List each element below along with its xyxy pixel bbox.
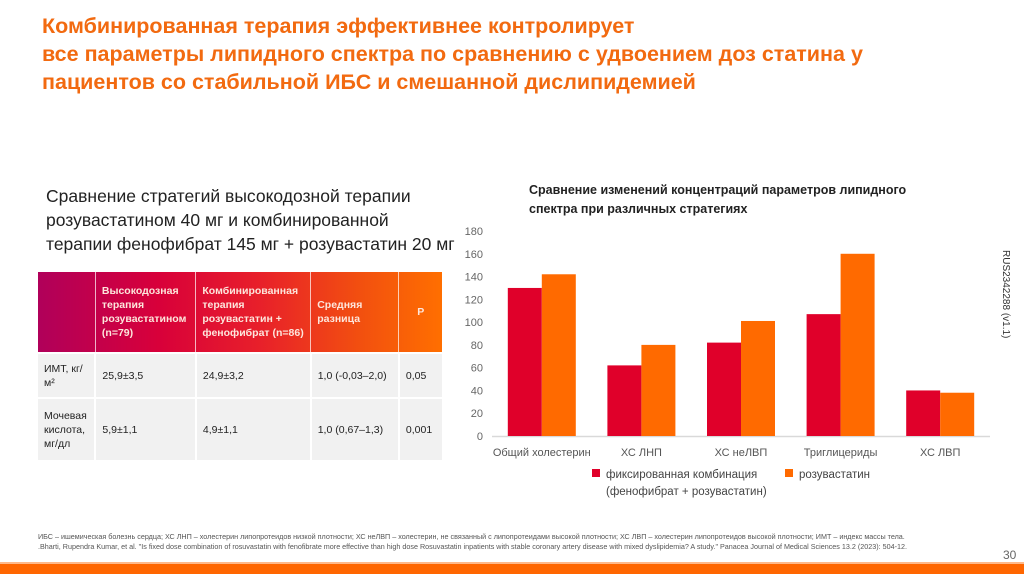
y-tick-label: 80 xyxy=(471,340,483,352)
y-tick-label: 100 xyxy=(465,317,483,329)
y-tick-label: 140 xyxy=(465,272,483,284)
table-cell: 1,0 (-0,03–2,0) xyxy=(309,352,399,398)
table-header-row: Высокодозная терапия розувастатином (n=7… xyxy=(38,272,442,353)
bar-rosuvastatin xyxy=(541,274,576,436)
table-header-p: P xyxy=(398,272,442,353)
y-tick-label: 160 xyxy=(465,249,483,261)
footnote-line: ИБС – ишемическая болезнь сердца; ХС ЛНП… xyxy=(38,532,905,541)
table-cell: 5,9±1,1 xyxy=(94,397,196,460)
y-tick-label: 40 xyxy=(471,385,483,397)
footnote-line: .Bharti, Rupendra Kumar, et al. "Is fixe… xyxy=(38,542,908,551)
table-header-high-dose: Высокодозная терапия розувастатином (n=7… xyxy=(94,272,196,353)
bar-combination xyxy=(607,365,642,436)
footnote: ИБС – ишемическая болезнь сердца; ХС ЛНП… xyxy=(38,532,907,552)
bar-combination xyxy=(906,390,941,436)
y-tick-label: 20 xyxy=(471,408,483,420)
table-row: ИМТ, кг/м² 25,9±3,5 24,9±3,2 1,0 (-0,03–… xyxy=(38,352,442,398)
table-row: Мочевая кислота, мг/дл 5,9±1,1 4,9±1,1 1… xyxy=(38,397,442,460)
footer-divider xyxy=(0,562,1024,564)
footer-bar xyxy=(0,564,1024,574)
slide-title-line: Комбинированная терапия эффективнее конт… xyxy=(42,14,635,38)
subtitle-line: Сравнение стратегий высокодозной терапии xyxy=(46,186,411,206)
legend-item-combination: фиксированная комбинация (фенофибрат + р… xyxy=(592,467,767,501)
comparison-table: Высокодозная терапия розувастатином (n=7… xyxy=(38,272,442,460)
document-code: RUS2342288 (v1.1) xyxy=(1000,250,1011,339)
x-tick-label: ХС неЛВП xyxy=(715,447,768,459)
table-cell: 1,0 (0,67–1,3) xyxy=(309,397,399,460)
bar-rosuvastatin xyxy=(741,320,775,436)
bar-rosuvastatin xyxy=(641,344,676,436)
table-cell-p: 0,05 xyxy=(397,352,442,398)
legend-label: фиксированная комбинация xyxy=(606,469,758,481)
table-cell: 25,9±3,5 xyxy=(94,352,196,398)
y-tick-label: 0 xyxy=(477,431,483,443)
x-tick-label: ХС ЛНП xyxy=(621,447,662,459)
bar-rosuvastatin xyxy=(840,253,875,436)
table-cell-p: 0,001 xyxy=(397,397,442,460)
table-subtitle: Сравнение стратегий высокодозной терапии… xyxy=(46,184,466,256)
x-tick-label: Триглицериды xyxy=(804,447,878,459)
y-tick-label: 60 xyxy=(471,363,483,375)
chart-title: Сравнение изменений концентраций парамет… xyxy=(529,183,907,216)
legend-swatch-rosuvastatin xyxy=(785,469,793,477)
table-cell-param: Мочевая кислота, мг/дл xyxy=(38,397,96,460)
x-tick-label: ХС ЛВП xyxy=(920,447,961,459)
bar-rosuvastatin xyxy=(940,392,975,436)
slide-title-line: пациентов со стабильной ИБС и смешанной … xyxy=(42,70,696,94)
legend-label: розувастатин xyxy=(799,469,871,481)
legend-item-rosuvastatin: розувастатин xyxy=(785,467,870,484)
table-cell: 4,9±1,1 xyxy=(194,397,311,460)
table-cell-param: ИМТ, кг/м² xyxy=(38,352,96,398)
legend-label: (фенофибрат + розувастатин) xyxy=(606,486,767,498)
legend-swatch-combination xyxy=(592,469,600,477)
table-header-combination: Комбинированная терапия розувастатин + ф… xyxy=(195,272,311,353)
subtitle-line: терапии фенофибрат 145 мг + розувастатин… xyxy=(46,234,455,254)
x-tick-label: Общий холестерин xyxy=(493,447,591,459)
table-cell: 24,9±3,2 xyxy=(194,352,311,398)
table-header-mean-diff: Средняя разница xyxy=(310,272,399,353)
slide-title-line: все параметры липидного спектра по сравн… xyxy=(42,42,863,66)
page-number: 30 xyxy=(1003,548,1017,562)
y-tick-label: 120 xyxy=(465,294,483,306)
bar-combination xyxy=(507,287,542,436)
bar-combination xyxy=(806,314,841,436)
y-tick-label: 180 xyxy=(465,226,483,238)
slide-title: Комбинированная терапия эффективнее конт… xyxy=(42,12,942,96)
bar-combination xyxy=(707,342,741,436)
subtitle-line: розувастатином 40 мг и комбинированной xyxy=(46,210,389,230)
